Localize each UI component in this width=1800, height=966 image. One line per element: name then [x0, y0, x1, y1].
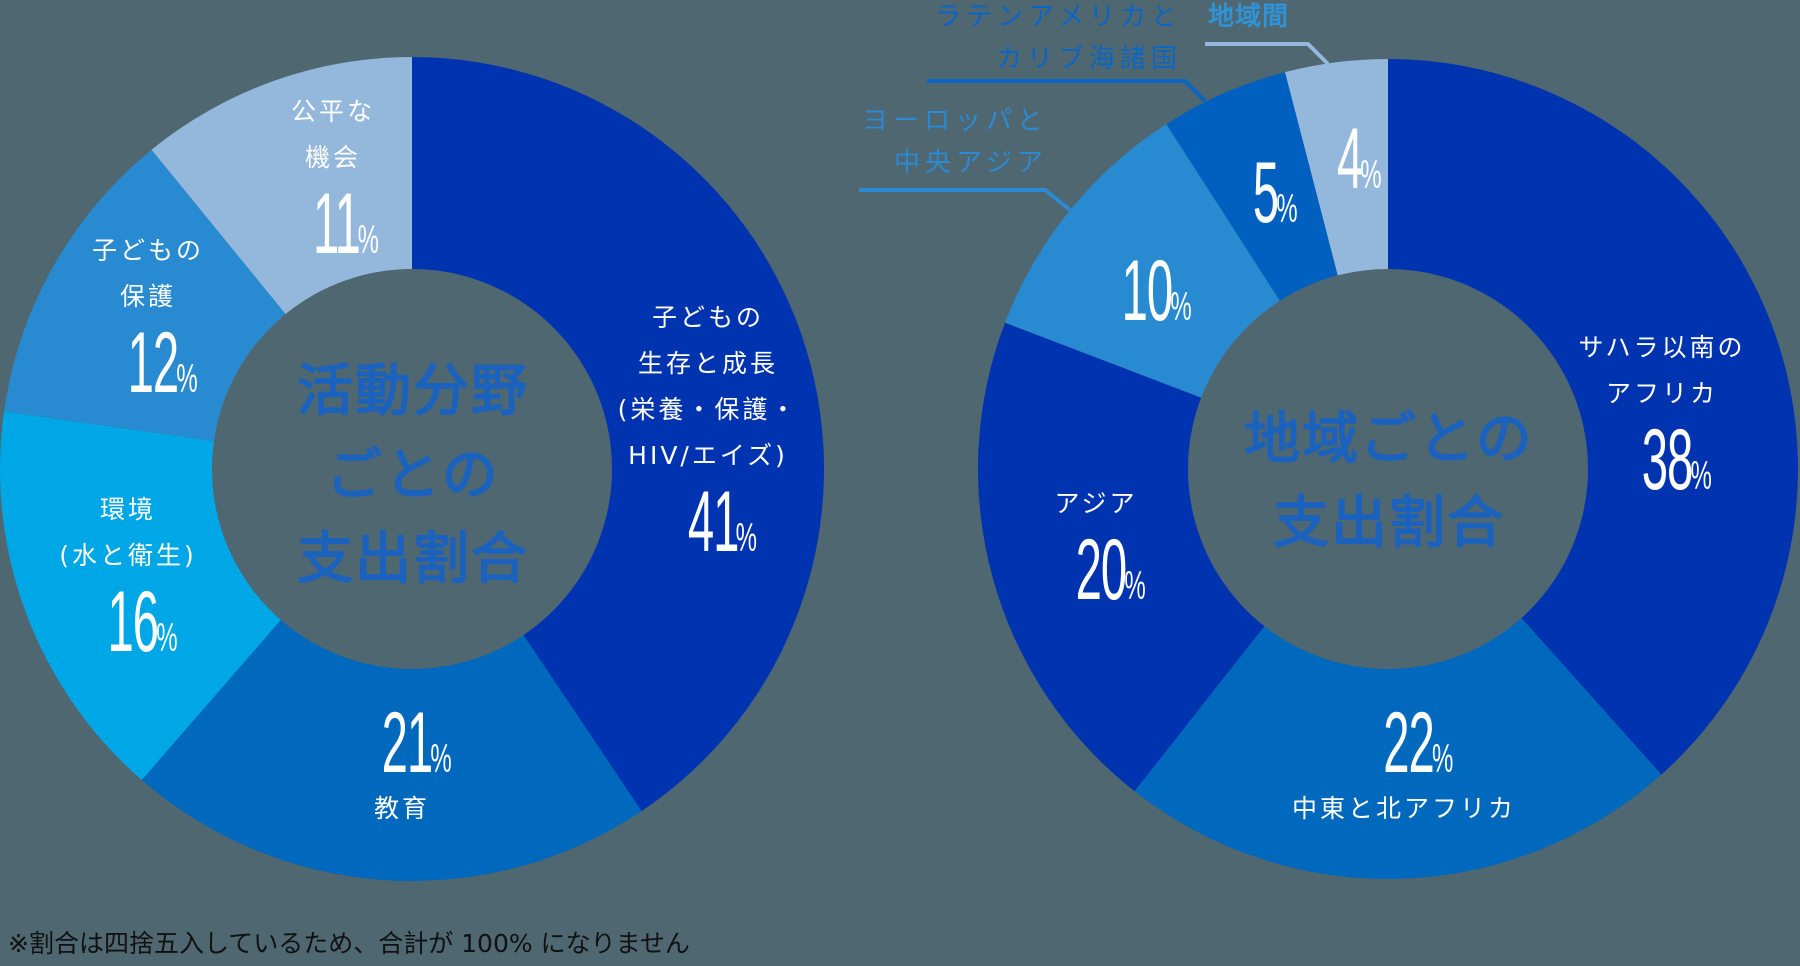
pct-europe: 10%	[1121, 243, 1192, 339]
pct-label-europe: 10%	[1080, 248, 1203, 334]
label-mena: 22% 中東と北アフリカ	[1292, 700, 1516, 832]
label-mena-line-1: 中東と北アフリカ	[1291, 794, 1517, 823]
label-asia-line-1: アジア	[1054, 489, 1138, 518]
label-environment-line-2: (水と衛生)	[59, 541, 197, 570]
right-title-line-1: 地域ごとの	[1244, 407, 1534, 472]
pct-label-interregional: 4%	[1316, 116, 1393, 202]
donut-segment	[1134, 618, 1662, 879]
label-equity: 公平な 機会 11%	[275, 89, 392, 267]
right-chart-title: 地域ごとの 支出割合	[1244, 398, 1533, 566]
right-donut-chart	[978, 59, 1798, 879]
label-equity-line-1: 公平な	[290, 97, 376, 126]
donut-segment	[1285, 59, 1388, 276]
label-asia: アジア 20%	[1034, 481, 1157, 613]
pct-latin: 5%	[1252, 145, 1298, 241]
label-environment: 環境 (水と衛生) 16%	[59, 487, 197, 665]
label-survival-line-4: HIV/エイズ)	[628, 441, 788, 470]
donut-segment	[141, 619, 642, 882]
donut-segment	[1388, 59, 1798, 775]
leader-line-interregional	[1205, 42, 1330, 66]
donut-segment	[0, 411, 281, 780]
left-title-line-1: 活動分野	[297, 359, 529, 424]
label-ssa-line-2: アフリカ	[1605, 379, 1719, 408]
pct-ssa: 38%	[1641, 412, 1712, 508]
donut-segment	[1004, 124, 1280, 398]
pct-environment: 16%	[107, 574, 178, 670]
label-interregional-line-1: 地域間	[1208, 2, 1290, 32]
label-education-line-1: 教育	[373, 794, 430, 823]
leader-line-europe	[859, 188, 1072, 212]
pct-survival: 41%	[687, 474, 758, 570]
pct-equity: 11%	[312, 176, 379, 272]
label-europe-line-1: ヨーロッパと	[861, 106, 1048, 136]
label-survival-line-2: 生存と成長	[637, 349, 779, 378]
donut-segment	[1166, 72, 1338, 301]
left-title-line-2: ごとの	[326, 443, 500, 508]
label-survival: 子どもの 生存と成長 (栄養・保護・ HIV/エイズ) 41%	[618, 295, 799, 565]
label-ssa-line-1: サハラ以南の	[1578, 333, 1746, 362]
donut-segment	[412, 57, 825, 812]
pct-mena: 22%	[1383, 695, 1454, 791]
label-latin-line-1: ラテンアメリカと	[935, 2, 1182, 32]
right-title-line-2: 支出割合	[1272, 491, 1505, 556]
label-latin: ラテンアメリカと カリブ海諸国	[935, 0, 1182, 80]
pct-label-latin: 5%	[1232, 150, 1309, 236]
donut-segment	[978, 322, 1265, 792]
label-survival-line-3: (栄養・保護・	[617, 395, 799, 424]
leader-line-latin	[927, 79, 1207, 103]
label-protection: 子どもの 保護 12%	[86, 228, 209, 406]
pct-education: 21%	[381, 695, 452, 791]
label-protection-line-1: 子どもの	[91, 236, 204, 265]
label-environment-line-1: 環境	[99, 495, 157, 524]
footnote: ※割合は四捨五入しているため、合計が 100% になりません	[8, 929, 690, 958]
label-protection-line-2: 保護	[119, 282, 176, 311]
leader-lines	[859, 42, 1330, 212]
label-education: 21% 教育	[340, 700, 463, 832]
donut-segment	[151, 57, 412, 315]
label-europe-line-2: 中央アジア	[894, 148, 1048, 178]
left-donut-chart	[0, 57, 825, 882]
donut-segment	[4, 149, 286, 442]
label-interregional: 地域間	[1208, 0, 1289, 38]
label-europe: ヨーロッパと 中央アジア	[862, 100, 1048, 184]
left-chart-title: 活動分野 ごとの 支出割合	[297, 350, 529, 602]
left-title-line-3: 支出割合	[297, 527, 529, 592]
pct-interregional: 4%	[1336, 111, 1382, 207]
label-survival-line-1: 子どもの	[651, 303, 765, 332]
label-ssa: サハラ以南の アフリカ 38%	[1578, 325, 1745, 503]
label-equity-line-2: 機会	[304, 143, 362, 172]
label-latin-line-2: カリブ海諸国	[995, 44, 1182, 74]
pct-protection: 12%	[127, 315, 198, 411]
pct-asia: 20%	[1075, 522, 1146, 618]
